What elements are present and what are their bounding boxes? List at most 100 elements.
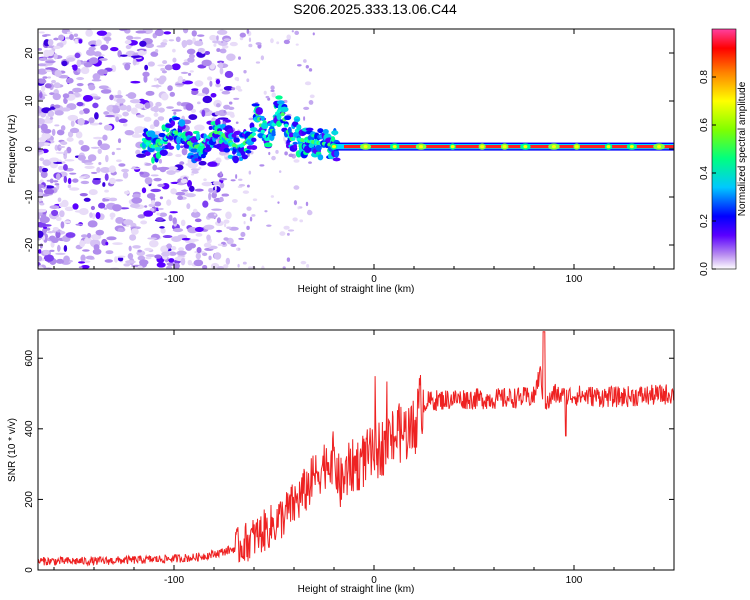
heatmap-cell (45, 69, 52, 73)
heatmap-cell (83, 197, 91, 202)
heatmap-cell (106, 236, 117, 241)
heatmap-cell (213, 252, 222, 260)
heatmap-cell (450, 145, 455, 149)
heatmap-cell (171, 109, 183, 112)
heatmap-cell (235, 137, 240, 143)
heatmap-cell (38, 118, 45, 125)
colorbar: 0.0 0.2 0.4 0.6 0.8 Normalized spectral ampl… (699, 28, 748, 276)
heatmap-cell (156, 262, 166, 268)
heatmap-cell (162, 39, 168, 43)
heatmap-cell (330, 136, 336, 143)
heatmap-cell (260, 129, 265, 134)
heatmap-cell (186, 48, 196, 55)
heatmap-cell (231, 199, 238, 203)
heatmap-cell (55, 252, 66, 255)
heatmap-cell (129, 203, 141, 209)
heatmap-cell (271, 122, 276, 127)
heatmap-cell (103, 207, 108, 210)
heatmap-cell (53, 53, 58, 60)
heatmap-cell (63, 255, 70, 263)
heatmap-cell (242, 261, 247, 265)
heatmap-cell (217, 128, 223, 133)
heatmap-cell (315, 151, 322, 155)
heatmap-cell (159, 226, 165, 229)
heatmap-cell (149, 124, 155, 130)
snr-ytick-label: 0 (24, 567, 35, 573)
heatmap-cell (76, 59, 82, 68)
heatmap-cell (95, 39, 102, 46)
colorbar-tick-label: 0.4 (699, 166, 710, 180)
heatmap-cell (196, 246, 202, 254)
heatmap-cell (41, 85, 46, 92)
heatmap-cell (185, 103, 194, 111)
colorbar-tick-label: 0.6 (699, 118, 710, 132)
heatmap-cell (84, 165, 95, 169)
heatmap-cell (202, 200, 209, 208)
heatmap-cell (79, 240, 86, 248)
heatmap-cell (260, 55, 265, 61)
heatmap-cell (102, 182, 106, 187)
heatmap-cell (246, 225, 250, 231)
heatmap-cell (208, 187, 214, 193)
heatmap-cell (117, 227, 124, 232)
heatmap-cell (247, 140, 253, 145)
heatmap-cell (173, 262, 180, 269)
heatmap-cell (287, 229, 295, 232)
heatmap-cell (100, 89, 112, 94)
heatmap-cell (39, 157, 45, 162)
heatmap-cell (245, 149, 252, 154)
heatmap-cell (54, 144, 59, 151)
heatmap-cell (194, 124, 205, 131)
heatmap-cell (283, 225, 290, 230)
heatmap-cell (65, 77, 74, 84)
heatmap-cell (126, 35, 134, 41)
heatmap-cell (102, 198, 110, 202)
heatmap-cell (54, 124, 60, 127)
heatmap-cell (306, 264, 310, 268)
heatmap-cell (260, 115, 265, 121)
heatmap-cell (160, 41, 168, 46)
heatmap-cell (47, 76, 52, 79)
heatmap-cell (76, 77, 85, 81)
heatmap-cell (49, 235, 56, 241)
heatmap-cell (219, 48, 227, 54)
heatmap-cell (248, 37, 252, 42)
heatmap-cell (299, 219, 304, 223)
heatmap-cell (305, 127, 314, 132)
heatmap-cell (53, 82, 61, 89)
heatmap-cell (182, 80, 194, 85)
heatmap-cell (74, 38, 79, 44)
heatmap-cell (117, 89, 122, 97)
heatmap-cell (38, 255, 43, 262)
spectrogram-ytick-label: 10 (24, 95, 35, 107)
heatmap-cell (134, 126, 145, 134)
heatmap-cell (43, 49, 51, 58)
heatmap-cell (47, 39, 54, 46)
heatmap-cell (81, 234, 88, 238)
heatmap-cell (54, 69, 62, 78)
heatmap-cell (280, 106, 289, 113)
heatmap-cell (248, 117, 254, 121)
heatmap-cell (180, 178, 188, 184)
heatmap-cell (132, 245, 141, 249)
heatmap-cell (47, 45, 55, 49)
heatmap-cell (223, 85, 234, 91)
heatmap-cell (315, 144, 322, 152)
heatmap-cell (100, 166, 111, 174)
heatmap-cell (95, 211, 101, 220)
heatmap-cell (305, 201, 309, 207)
heatmap-cell (131, 133, 143, 138)
heatmap-cell (189, 70, 194, 73)
heatmap-cell (63, 149, 68, 156)
heatmap-cell (177, 195, 184, 200)
heatmap-cell (179, 161, 185, 165)
heatmap-cell (155, 48, 159, 53)
heatmap-cell (42, 76, 48, 79)
heatmap-cell (67, 177, 72, 185)
heatmap-cell (227, 106, 235, 111)
heatmap-cell (196, 93, 207, 97)
snr-xtick-label: 100 (566, 575, 583, 586)
heatmap-cell (118, 163, 126, 167)
heatmap-cell (45, 60, 56, 64)
heatmap-cell (102, 134, 108, 141)
